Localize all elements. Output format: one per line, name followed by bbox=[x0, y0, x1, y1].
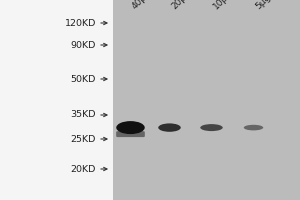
Text: 50KD: 50KD bbox=[70, 74, 96, 84]
Text: 10μg: 10μg bbox=[212, 0, 234, 11]
Text: 35KD: 35KD bbox=[70, 110, 96, 119]
Text: 20μg: 20μg bbox=[169, 0, 192, 11]
Ellipse shape bbox=[244, 125, 263, 130]
FancyBboxPatch shape bbox=[116, 131, 145, 137]
Ellipse shape bbox=[200, 124, 223, 131]
Text: 20KD: 20KD bbox=[70, 164, 96, 173]
Text: 5μg: 5μg bbox=[254, 0, 272, 11]
Bar bbox=[112, 0, 300, 200]
Text: 120KD: 120KD bbox=[64, 19, 96, 27]
Text: 25KD: 25KD bbox=[70, 134, 96, 144]
Ellipse shape bbox=[158, 123, 181, 132]
Text: 90KD: 90KD bbox=[70, 40, 96, 49]
Ellipse shape bbox=[116, 121, 145, 134]
Text: 40μg: 40μg bbox=[130, 0, 153, 11]
